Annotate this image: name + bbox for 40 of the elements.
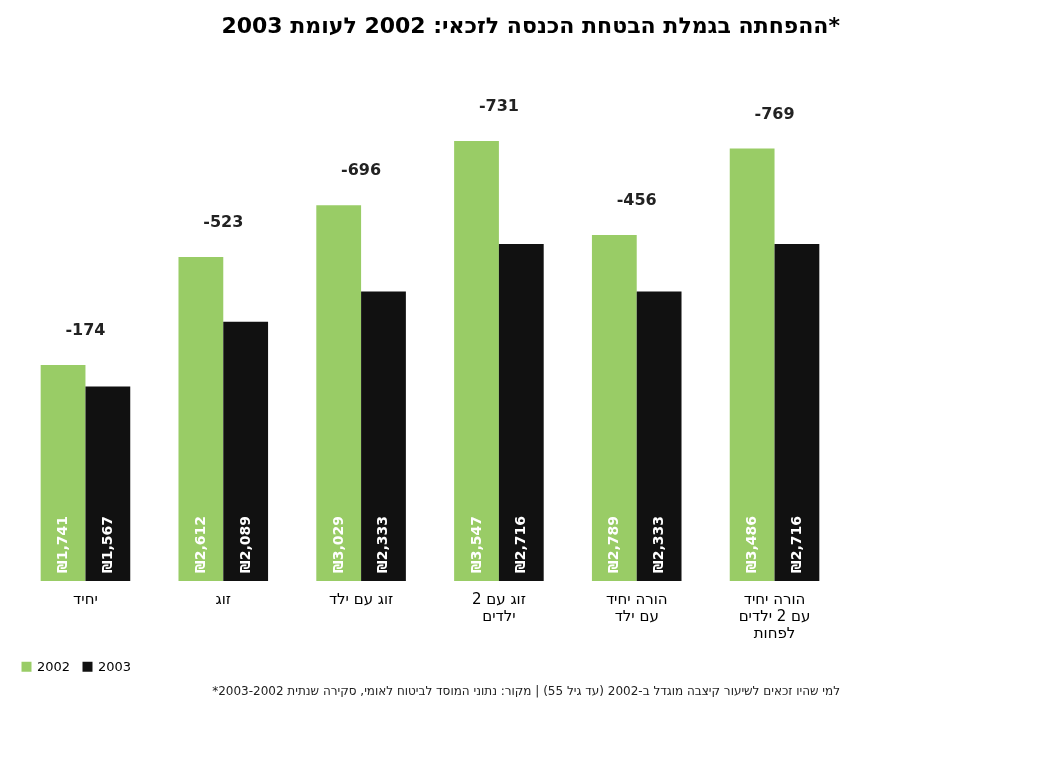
data-label: ₪3,486	[743, 516, 760, 573]
chart-title: ההפחתה בגמלת הבטחת הכנסה לזכאי: 2002 לעומת 2003*	[221, 13, 841, 38]
x-tick-label: יחיד	[73, 589, 98, 608]
x-tick-label: זוג עם 2 ילדים	[471, 589, 526, 625]
data-label: ₪2,333	[374, 516, 391, 573]
data-label: ₪2,716	[787, 516, 804, 573]
bar	[774, 244, 820, 581]
bar	[85, 386, 131, 581]
annotation: -769	[754, 103, 795, 123]
data-label: ₪2,789	[605, 516, 622, 573]
bar	[223, 321, 269, 581]
bar	[316, 205, 362, 581]
data-label: ₪2,716	[512, 516, 529, 573]
annotation: -731	[478, 96, 519, 115]
bar	[454, 141, 499, 581]
x-tick-label: הורה יחיד עם 2 ילדים לפחות	[738, 589, 811, 642]
data-label: ₪3,029	[329, 516, 346, 573]
legend-label: 2003	[98, 658, 132, 674]
bar	[591, 235, 637, 581]
data-label: ₪2,612	[191, 516, 208, 573]
annotation: -174	[65, 320, 106, 340]
x-tick-label: זוג	[215, 589, 232, 608]
data-label: ₪2,333	[650, 516, 667, 573]
bar	[40, 365, 86, 581]
bar	[636, 291, 682, 581]
bar	[178, 256, 224, 581]
data-label: ₪2,089	[236, 516, 253, 573]
legend-label: 2002	[37, 658, 71, 674]
data-label: ₪1,741	[54, 516, 71, 573]
data-label: ₪1,567	[98, 516, 115, 573]
annotation: -523	[203, 211, 244, 231]
annotation: -456	[616, 190, 657, 210]
x-tick-label: הורה יחיד עם ילד	[605, 589, 668, 625]
text: *למי שהיו זכאים לשיעור קיצבה מוגדל ב-2002 (עד גיל 55) | מקור: נתוני המוסד לביטוח לאומי, סקירה שנתית 2003-2002	[212, 684, 840, 698]
bar	[498, 244, 544, 581]
annotation: -696	[341, 160, 382, 180]
bar	[729, 148, 775, 581]
x-tick-label: זוג עם ילד	[328, 589, 394, 608]
bar	[361, 291, 406, 581]
data-label: ₪3,547	[467, 516, 484, 573]
